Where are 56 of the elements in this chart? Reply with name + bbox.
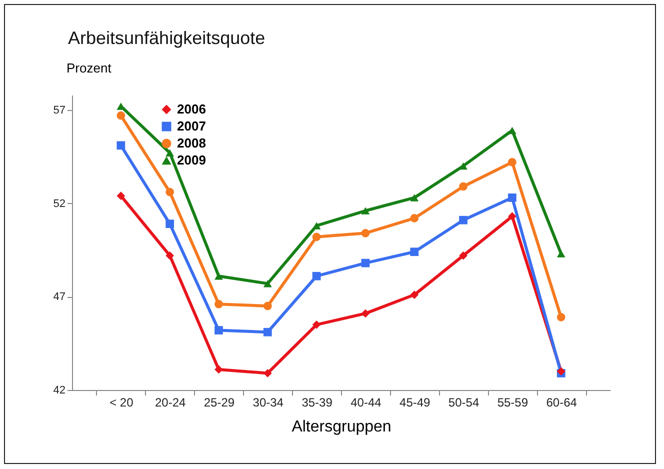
point (214, 326, 223, 334)
legend-label: 2006 (177, 102, 206, 116)
point (263, 280, 272, 288)
point (508, 158, 516, 166)
point (410, 290, 419, 299)
point (116, 141, 126, 150)
point (166, 251, 174, 260)
point (361, 309, 370, 318)
point (410, 248, 419, 256)
x-tick-label: 55-59 (497, 396, 528, 410)
point (410, 214, 419, 222)
y-tick-label: 52 (53, 198, 66, 210)
point (556, 313, 566, 322)
point (508, 212, 516, 221)
point (312, 320, 321, 329)
point (459, 162, 468, 170)
x-tick-label: < 20 (110, 396, 134, 410)
point (214, 272, 223, 280)
x-tick-label: 30-34 (252, 396, 284, 410)
point (410, 194, 419, 202)
y-tick-label: 47 (53, 291, 66, 304)
x-tick-label: 50-54 (448, 396, 480, 410)
legend-label: 2008 (177, 136, 206, 150)
chart-title: Arbeitsunfähigkeitsquote (68, 28, 266, 48)
x-tick-label: 40-44 (350, 396, 382, 410)
point (556, 250, 566, 258)
point (459, 216, 468, 224)
y-tick-label: 57 (53, 104, 66, 116)
point (508, 194, 516, 202)
point (166, 188, 174, 196)
x-tick-label: 45-49 (400, 396, 431, 410)
point (263, 302, 272, 310)
point (459, 182, 468, 191)
point (116, 192, 126, 200)
point (459, 251, 468, 260)
point (361, 207, 370, 214)
point (116, 111, 126, 120)
point (214, 365, 223, 374)
point (214, 300, 223, 308)
legend-label: 2007 (177, 118, 206, 134)
point (312, 272, 321, 280)
y-axis-title: Prozent (66, 60, 112, 76)
x-tick-label: 20-24 (154, 396, 186, 410)
point (312, 232, 321, 242)
point (361, 258, 370, 268)
x-tick-label: 35-39 (302, 396, 333, 410)
x-tick-label: 25-29 (204, 396, 235, 410)
point (166, 220, 174, 228)
point (166, 149, 174, 157)
x-axis-title: Altersgruppen (292, 418, 392, 436)
point (361, 228, 370, 238)
point (508, 126, 516, 134)
legend-label: 2009 (177, 152, 206, 168)
point (263, 328, 272, 336)
y-tick-label: 42 (53, 384, 66, 396)
x-tick-label: 60-64 (546, 396, 578, 410)
